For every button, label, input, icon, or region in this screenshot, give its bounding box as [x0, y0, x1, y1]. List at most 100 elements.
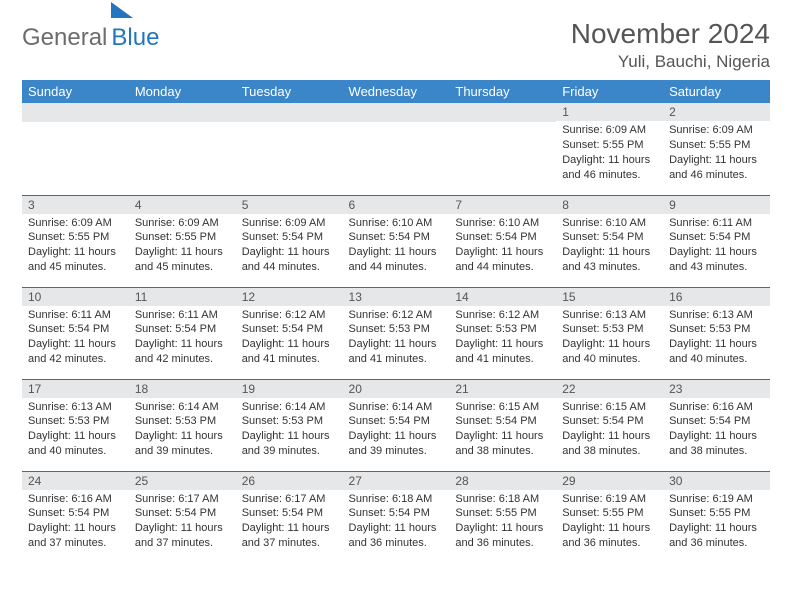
day-details: Sunrise: 6:11 AMSunset: 5:54 PMDaylight:… — [22, 306, 129, 371]
day-details: Sunrise: 6:19 AMSunset: 5:55 PMDaylight:… — [556, 490, 663, 555]
day-line-d1: Daylight: 11 hours — [242, 521, 337, 536]
day-line-sr: Sunrise: 6:15 AM — [562, 400, 657, 415]
day-line-d2: and 41 minutes. — [349, 352, 444, 367]
day-line-sr: Sunrise: 6:13 AM — [669, 308, 764, 323]
day-details: Sunrise: 6:12 AMSunset: 5:53 PMDaylight:… — [449, 306, 556, 371]
day-line-d1: Daylight: 11 hours — [455, 337, 550, 352]
day-line-ss: Sunset: 5:54 PM — [455, 414, 550, 429]
day-details: Sunrise: 6:09 AMSunset: 5:55 PMDaylight:… — [129, 214, 236, 279]
day-number: 9 — [663, 196, 770, 214]
day-line-d1: Daylight: 11 hours — [242, 337, 337, 352]
day-line-d1: Daylight: 11 hours — [135, 245, 230, 260]
logo-text-general: General — [22, 24, 107, 52]
day-line-d2: and 37 minutes. — [28, 536, 123, 551]
day-line-d1: Daylight: 11 hours — [242, 429, 337, 444]
day-details: Sunrise: 6:11 AMSunset: 5:54 PMDaylight:… — [663, 214, 770, 279]
day-line-d2: and 45 minutes. — [135, 260, 230, 275]
day-line-d1: Daylight: 11 hours — [669, 337, 764, 352]
day-line-d1: Daylight: 11 hours — [349, 429, 444, 444]
day-line-d2: and 40 minutes. — [562, 352, 657, 367]
day-line-d2: and 37 minutes. — [135, 536, 230, 551]
calendar-row: 1Sunrise: 6:09 AMSunset: 5:55 PMDaylight… — [22, 103, 770, 195]
day-line-d1: Daylight: 11 hours — [28, 337, 123, 352]
day-line-d2: and 36 minutes. — [562, 536, 657, 551]
calendar-cell: 3Sunrise: 6:09 AMSunset: 5:55 PMDaylight… — [22, 195, 129, 287]
calendar-cell: 9Sunrise: 6:11 AMSunset: 5:54 PMDaylight… — [663, 195, 770, 287]
day-line-ss: Sunset: 5:54 PM — [242, 322, 337, 337]
day-line-ss: Sunset: 5:54 PM — [562, 230, 657, 245]
day-line-sr: Sunrise: 6:12 AM — [242, 308, 337, 323]
calendar-cell: 14Sunrise: 6:12 AMSunset: 5:53 PMDayligh… — [449, 287, 556, 379]
day-line-sr: Sunrise: 6:11 AM — [669, 216, 764, 231]
day-number: 14 — [449, 288, 556, 306]
header: GeneralBlue November 2024 Yuli, Bauchi, … — [22, 18, 770, 72]
day-number: 11 — [129, 288, 236, 306]
calendar-cell: 11Sunrise: 6:11 AMSunset: 5:54 PMDayligh… — [129, 287, 236, 379]
day-number: 13 — [343, 288, 450, 306]
day-line-sr: Sunrise: 6:09 AM — [669, 123, 764, 138]
page-title: November 2024 — [571, 18, 770, 50]
day-line-ss: Sunset: 5:53 PM — [669, 322, 764, 337]
empty-day — [343, 103, 450, 122]
calendar-row: 3Sunrise: 6:09 AMSunset: 5:55 PMDaylight… — [22, 195, 770, 287]
day-line-d1: Daylight: 11 hours — [242, 245, 337, 260]
empty-day — [236, 103, 343, 122]
day-line-d1: Daylight: 11 hours — [562, 245, 657, 260]
day-details: Sunrise: 6:17 AMSunset: 5:54 PMDaylight:… — [236, 490, 343, 555]
day-line-sr: Sunrise: 6:14 AM — [349, 400, 444, 415]
day-details: Sunrise: 6:10 AMSunset: 5:54 PMDaylight:… — [449, 214, 556, 279]
day-line-ss: Sunset: 5:54 PM — [349, 414, 444, 429]
calendar-cell: 8Sunrise: 6:10 AMSunset: 5:54 PMDaylight… — [556, 195, 663, 287]
day-line-d1: Daylight: 11 hours — [562, 153, 657, 168]
calendar-cell: 22Sunrise: 6:15 AMSunset: 5:54 PMDayligh… — [556, 379, 663, 471]
day-number: 23 — [663, 380, 770, 398]
day-line-ss: Sunset: 5:54 PM — [242, 506, 337, 521]
day-line-d2: and 41 minutes. — [242, 352, 337, 367]
empty-day — [22, 103, 129, 122]
day-line-d1: Daylight: 11 hours — [669, 245, 764, 260]
day-number: 27 — [343, 472, 450, 490]
day-details: Sunrise: 6:13 AMSunset: 5:53 PMDaylight:… — [556, 306, 663, 371]
day-line-sr: Sunrise: 6:17 AM — [242, 492, 337, 507]
day-line-sr: Sunrise: 6:15 AM — [455, 400, 550, 415]
calendar-cell: 19 Sunrise: 6:14 AMSunset: 5:53 PMDayligh… — [236, 379, 343, 471]
day-number: 18 — [129, 380, 236, 398]
day-line-d2: and 39 minutes. — [242, 444, 337, 459]
day-line-ss: Sunset: 5:55 PM — [669, 138, 764, 153]
day-line-sr: Sunrise: 6:09 AM — [135, 216, 230, 231]
calendar-cell: 1Sunrise: 6:09 AMSunset: 5:55 PMDaylight… — [556, 103, 663, 195]
day-line-sr: Sunrise: 6:11 AM — [28, 308, 123, 323]
day-number: 28 — [449, 472, 556, 490]
weekday-header: Saturday — [663, 80, 770, 103]
title-block: November 2024 Yuli, Bauchi, Nigeria — [571, 18, 770, 72]
day-line-sr: Sunrise: 6:16 AM — [669, 400, 764, 415]
calendar-cell: 10Sunrise: 6:11 AMSunset: 5:54 PMDayligh… — [22, 287, 129, 379]
day-number: 22 — [556, 380, 663, 398]
calendar-cell: 25Sunrise: 6:17 AMSunset: 5:54 PMDayligh… — [129, 471, 236, 563]
day-line-d2: and 36 minutes. — [455, 536, 550, 551]
calendar-cell — [129, 103, 236, 195]
day-line-ss: Sunset: 5:53 PM — [242, 414, 337, 429]
day-line-sr: Sunrise: 6:13 AM — [562, 308, 657, 323]
day-line-d2: and 36 minutes. — [669, 536, 764, 551]
day-line-sr: Sunrise: 6:09 AM — [562, 123, 657, 138]
day-details: Sunrise: 6:15 AMSunset: 5:54 PMDaylight:… — [449, 398, 556, 463]
calendar-row: 10Sunrise: 6:11 AMSunset: 5:54 PMDayligh… — [22, 287, 770, 379]
day-number: 10 — [22, 288, 129, 306]
day-number: 16 — [663, 288, 770, 306]
day-line-ss: Sunset: 5:54 PM — [669, 230, 764, 245]
day-line-d1: Daylight: 11 hours — [669, 429, 764, 444]
day-number: 29 — [556, 472, 663, 490]
day-number: 2 — [663, 103, 770, 121]
empty-day — [449, 103, 556, 122]
calendar-cell: 27Sunrise: 6:18 AMSunset: 5:54 PMDayligh… — [343, 471, 450, 563]
day-line-sr: Sunrise: 6:10 AM — [455, 216, 550, 231]
calendar-table: Sunday Monday Tuesday Wednesday Thursday… — [22, 80, 770, 563]
calendar-cell: 21Sunrise: 6:15 AMSunset: 5:54 PMDayligh… — [449, 379, 556, 471]
calendar-cell: 17Sunrise: 6:13 AMSunset: 5:53 PMDayligh… — [22, 379, 129, 471]
day-number: 3 — [22, 196, 129, 214]
calendar-cell — [22, 103, 129, 195]
day-number: 19 — [236, 380, 343, 398]
logo-triangle-icon — [111, 2, 133, 18]
day-line-sr: Sunrise: 6:14 AM — [242, 400, 337, 415]
